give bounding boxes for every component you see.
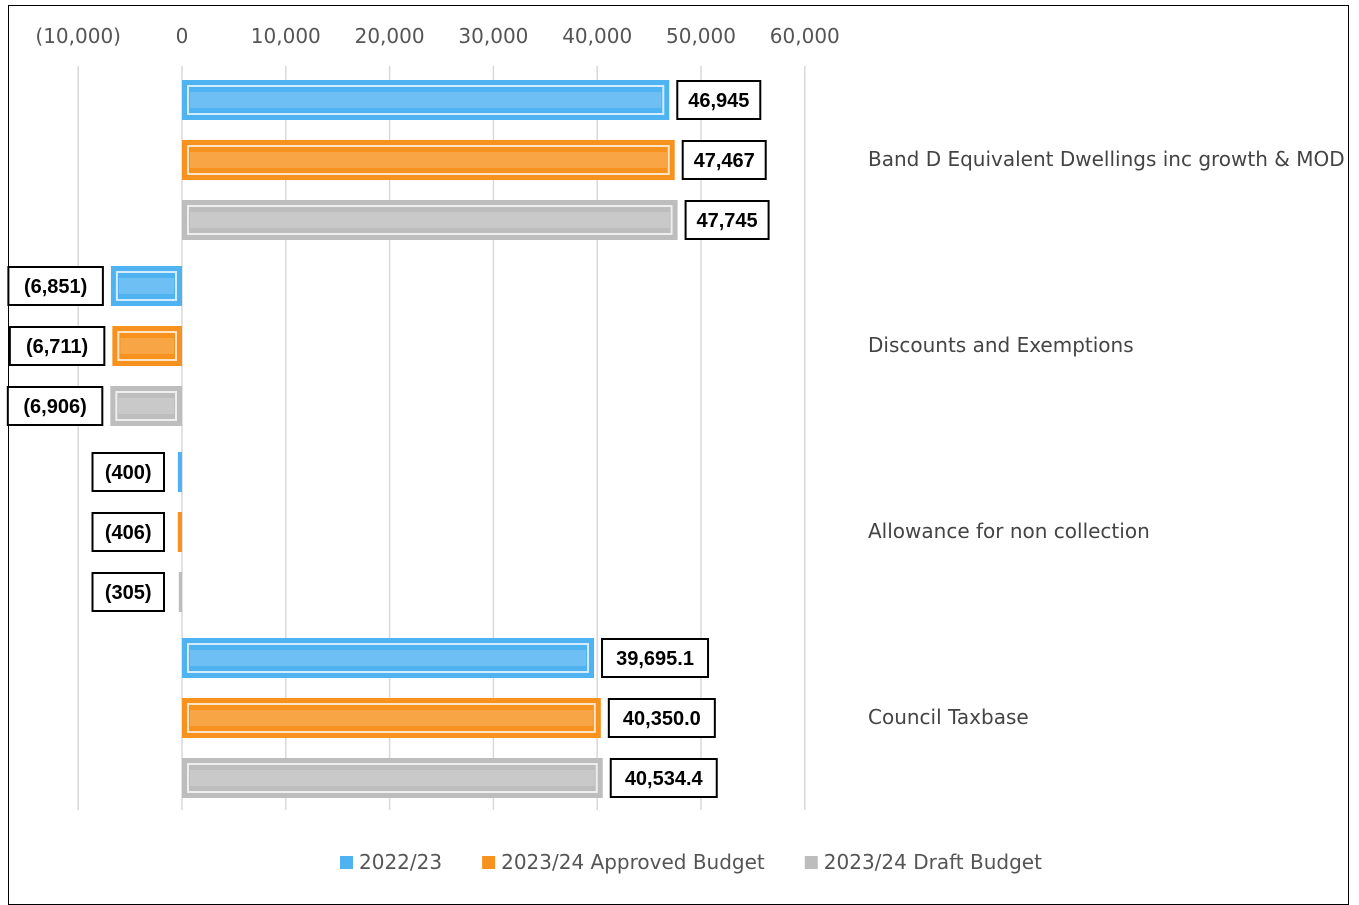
data-label: (305) — [105, 582, 152, 604]
data-label-box — [6, 386, 104, 426]
data-label-box — [601, 638, 710, 678]
legend-label: 2023/24 Draft Budget — [824, 850, 1042, 874]
x-tick-label: 0 — [176, 24, 189, 48]
bar-bevel — [187, 643, 590, 673]
data-label: 47,745 — [697, 210, 758, 232]
bar-highlight — [118, 398, 174, 414]
data-label-box — [91, 452, 165, 492]
data-label-box — [681, 140, 767, 180]
bar-2023-24-approved-budget — [177, 512, 182, 552]
data-label-box — [676, 80, 762, 120]
legend-swatch-2023-24-draft-budget — [804, 856, 818, 869]
data-label: 39,695.1 — [616, 648, 694, 670]
legend-swatch-2022-23 — [340, 856, 353, 869]
bar-highlight — [120, 338, 174, 354]
bar-bevel — [187, 85, 665, 115]
bar-highlight — [190, 212, 670, 228]
bar-bevel — [187, 145, 670, 175]
bar-bevel — [115, 271, 177, 301]
data-label: (6,906) — [23, 396, 86, 418]
bar-2023-24-draft-budget — [178, 572, 182, 612]
bar-bevel — [187, 205, 673, 235]
bar-bevel — [187, 703, 596, 733]
bar-highlight — [118, 278, 174, 294]
data-label: 47,467 — [694, 150, 755, 172]
data-label: (400) — [105, 462, 152, 484]
data-label: 40,350.0 — [623, 708, 701, 730]
x-tick-label: 20,000 — [355, 24, 425, 48]
legend-label: 2022/23 — [359, 850, 442, 874]
bar-bevel — [187, 763, 598, 793]
x-tick-label: 30,000 — [458, 24, 528, 48]
data-label: (406) — [105, 522, 152, 544]
bar-2022-23 — [177, 452, 182, 492]
category-label: Band D Equivalent Dwellings inc growth &… — [868, 147, 1345, 171]
data-label: 46,945 — [688, 90, 749, 112]
bar-highlight — [190, 650, 587, 666]
data-label: (6,711) — [26, 336, 88, 358]
data-label-box — [684, 200, 770, 240]
data-label-box — [8, 326, 106, 366]
x-tick-label: 60,000 — [770, 24, 840, 48]
data-label-box — [91, 512, 165, 552]
category-label: Allowance for non collection — [868, 519, 1150, 543]
category-label: Discounts and Exemptions — [868, 333, 1134, 357]
bar-bevel — [115, 391, 177, 421]
data-label-box — [91, 572, 165, 612]
data-label: (6,851) — [24, 276, 87, 298]
data-label: 40,534.4 — [625, 768, 704, 790]
x-tick-label: 40,000 — [562, 24, 632, 48]
x-tick-label: (10,000) — [35, 24, 121, 48]
bar-highlight — [190, 710, 593, 726]
data-label-box — [7, 266, 104, 306]
data-label-box — [609, 758, 718, 798]
x-tick-label: 50,000 — [666, 24, 736, 48]
legend-label: 2023/24 Approved Budget — [501, 850, 765, 874]
bar-highlight — [190, 152, 667, 168]
x-tick-label: 10,000 — [251, 24, 321, 48]
category-label: Council Taxbase — [868, 705, 1029, 729]
data-label-box — [607, 698, 716, 738]
bar-bevel — [117, 331, 177, 361]
bar-highlight — [190, 92, 662, 108]
legend-swatch-2023-24-approved-budget — [482, 856, 496, 869]
bar-highlight — [190, 770, 595, 786]
